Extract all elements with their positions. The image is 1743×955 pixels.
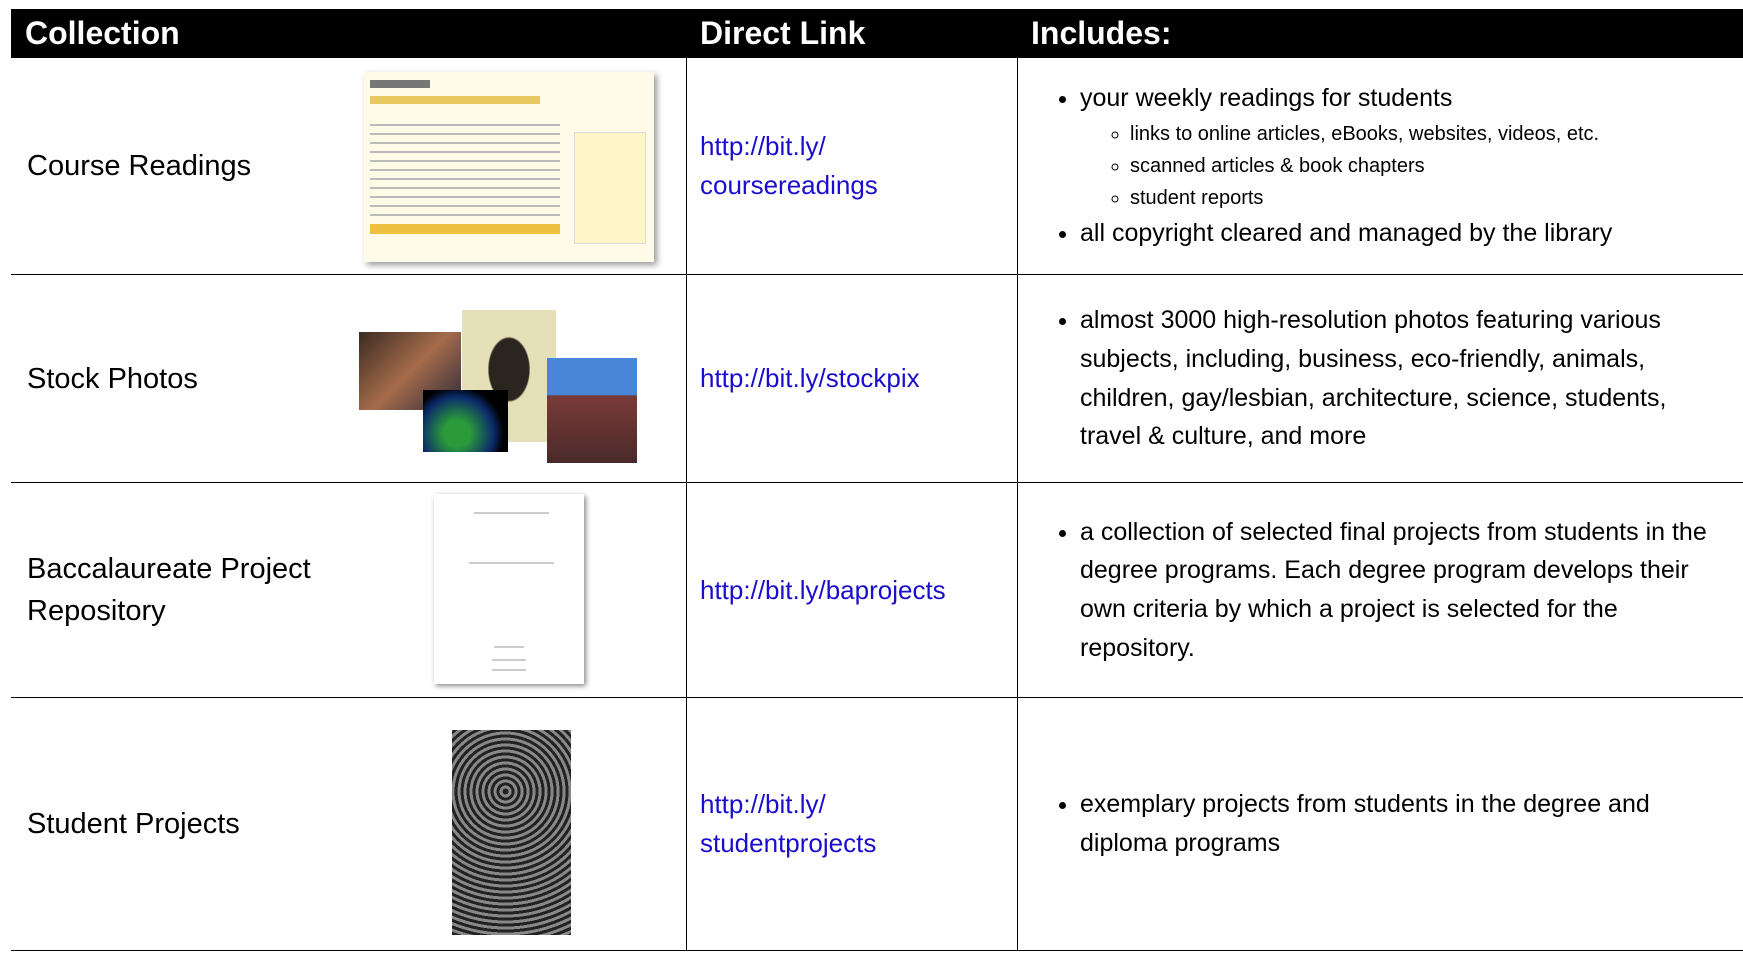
bullet-text: a collection of selected final projects … xyxy=(1080,517,1707,662)
collection-name: Stock Photos xyxy=(27,362,198,395)
collection-cell: Course Readings xyxy=(11,58,686,274)
bullet-list: exemplary projects from students in the … xyxy=(1018,785,1733,863)
thumbnail-part xyxy=(492,659,526,661)
bullet-text: all copyright cleared and managed by the… xyxy=(1080,219,1613,247)
link-cell: http://bit.ly/baprojects xyxy=(686,483,1017,697)
collection-name: Student Projects xyxy=(27,807,240,840)
link-text: http://bit.ly/stockpix xyxy=(700,363,920,393)
thumbnail-part xyxy=(574,132,646,244)
table-row: Course Readings http://bit.ly/coursereadi… xyxy=(11,58,1743,275)
collection-cell: Baccalaureate Project Repository xyxy=(11,483,686,697)
thumbnail xyxy=(364,72,654,262)
thumbnail xyxy=(452,730,571,935)
header-cell: Direct Link xyxy=(700,15,866,51)
includes-cell: exemplary projects from students in the … xyxy=(1017,698,1743,950)
collection-cell: Stock Photos xyxy=(11,275,686,482)
sub-item: scanned articles & book chapters xyxy=(1130,150,1733,182)
bullet-item: a collection of selected final projects … xyxy=(1080,513,1733,668)
thumbnail xyxy=(423,390,508,452)
thumbnail-part xyxy=(494,646,524,648)
table: Collection Direct Link Includes: Course … xyxy=(11,9,1743,951)
link-text: studentprojects xyxy=(700,828,877,858)
thumbnail xyxy=(434,494,584,684)
link-cell: http://bit.ly/studentprojects xyxy=(686,698,1017,950)
thumbnail-part xyxy=(370,117,560,217)
table-body: Course Readings http://bit.ly/coursereadi… xyxy=(11,58,1743,951)
bullet-text: exemplary projects from students in the … xyxy=(1080,790,1650,857)
thumbnail-part xyxy=(474,512,549,514)
table-row: Stock Photos http://bit.ly/stockpix almost… xyxy=(11,275,1743,483)
link-text: http://bit.ly/ xyxy=(700,789,826,819)
link-text: coursereadings xyxy=(700,170,878,200)
link-text: http://bit.ly/ xyxy=(700,131,826,161)
thumbnail-part xyxy=(370,80,430,88)
header-row: Collection Direct Link Includes: xyxy=(11,9,1743,58)
collection-name: Course Readings xyxy=(27,149,252,182)
bullet-list: almost 3000 high-resolution photos featu… xyxy=(1018,301,1733,456)
header-cell: Includes: xyxy=(1031,15,1172,51)
includes-cell: your weekly readings for students links t… xyxy=(1017,58,1743,274)
collection-cell: Student Projects xyxy=(11,698,686,950)
table-row: Baccalaureate Project Repository http://b… xyxy=(11,483,1743,698)
sub-list: links to online articles, eBooks, websit… xyxy=(1080,118,1733,214)
includes-cell: a collection of selected final projects … xyxy=(1017,483,1743,697)
bullet-item: almost 3000 high-resolution photos featu… xyxy=(1080,301,1733,456)
thumbnail-part xyxy=(370,96,540,104)
header-cell: Collection xyxy=(25,15,180,51)
link-cell: http://bit.ly/coursereadings xyxy=(686,58,1017,274)
sub-item: links to online articles, eBooks, websit… xyxy=(1130,118,1733,150)
collection-name: Baccalaureate Project Repository xyxy=(27,552,311,627)
bullet-list: your weekly readings for students links t… xyxy=(1018,79,1733,253)
link-text: http://bit.ly/baprojects xyxy=(700,574,946,605)
thumbnail-part xyxy=(370,224,560,234)
bullet-list: a collection of selected final projects … xyxy=(1018,513,1733,668)
link-cell: http://bit.ly/stockpix xyxy=(686,275,1017,482)
bullet-item: all copyright cleared and managed by the… xyxy=(1080,214,1733,253)
bullet-text: your weekly readings for students xyxy=(1080,84,1453,113)
thumbnail-part xyxy=(469,562,554,564)
sub-item: student reports xyxy=(1130,182,1733,214)
bullet-text: almost 3000 high-resolution photos featu… xyxy=(1080,306,1667,451)
bullet-item: your weekly readings for students links t… xyxy=(1080,79,1733,214)
includes-cell: almost 3000 high-resolution photos featu… xyxy=(1017,275,1743,482)
table-row: Student Projects http://bit.ly/studentpro… xyxy=(11,698,1743,951)
thumbnail xyxy=(547,358,637,463)
bullet-item: exemplary projects from students in the … xyxy=(1080,785,1733,863)
thumbnail-part xyxy=(492,669,526,671)
